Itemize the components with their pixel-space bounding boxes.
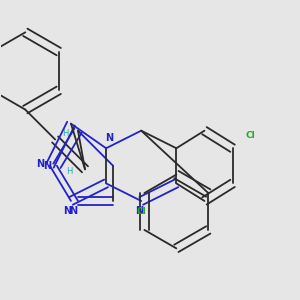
Text: Cl: Cl — [136, 207, 146, 216]
Text: N: N — [105, 134, 113, 143]
Text: N: N — [69, 206, 77, 216]
Text: Cl: Cl — [246, 131, 256, 140]
Text: N: N — [43, 161, 51, 171]
Text: N: N — [63, 206, 71, 216]
Text: N: N — [135, 206, 143, 216]
Text: H: H — [62, 129, 69, 138]
Text: H: H — [66, 167, 72, 176]
Text: N: N — [36, 159, 44, 169]
